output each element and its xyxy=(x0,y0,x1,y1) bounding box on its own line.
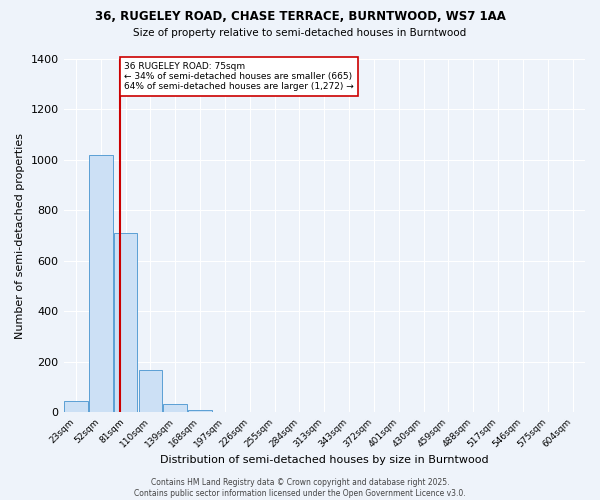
Bar xyxy=(139,370,162,412)
X-axis label: Distribution of semi-detached houses by size in Burntwood: Distribution of semi-detached houses by … xyxy=(160,455,488,465)
Bar xyxy=(64,401,88,412)
Bar xyxy=(89,155,113,412)
Bar xyxy=(163,404,187,412)
Bar xyxy=(188,410,212,412)
Y-axis label: Number of semi-detached properties: Number of semi-detached properties xyxy=(15,132,25,338)
Bar xyxy=(114,233,137,412)
Text: 36, RUGELEY ROAD, CHASE TERRACE, BURNTWOOD, WS7 1AA: 36, RUGELEY ROAD, CHASE TERRACE, BURNTWO… xyxy=(95,10,505,23)
Text: Size of property relative to semi-detached houses in Burntwood: Size of property relative to semi-detach… xyxy=(133,28,467,38)
Text: Contains HM Land Registry data © Crown copyright and database right 2025.
Contai: Contains HM Land Registry data © Crown c… xyxy=(134,478,466,498)
Text: 36 RUGELEY ROAD: 75sqm
← 34% of semi-detached houses are smaller (665)
64% of se: 36 RUGELEY ROAD: 75sqm ← 34% of semi-det… xyxy=(124,62,354,92)
